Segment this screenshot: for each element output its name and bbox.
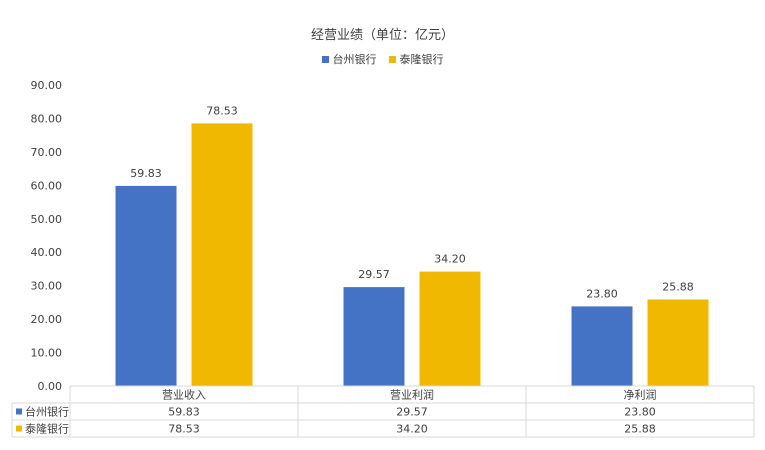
legend-item-series-2: 泰隆银行	[388, 51, 444, 67]
bar-1-1	[115, 185, 177, 386]
legend: 台州银行 泰隆银行	[0, 51, 765, 67]
y-tick-label: 60.00	[31, 179, 63, 192]
y-tick-label: 30.00	[31, 280, 63, 293]
data-label: 59.83	[130, 167, 162, 180]
table-cell: 29.57	[396, 406, 428, 419]
y-tick-label: 20.00	[31, 313, 63, 326]
table-series-label: 泰隆银行	[25, 422, 69, 436]
legend-label-series-2: 泰隆银行	[399, 53, 444, 66]
table-cell: 34.20	[396, 423, 428, 436]
bar-2-1	[191, 123, 253, 386]
data-label: 34.20	[434, 253, 466, 266]
y-tick-label: 50.00	[31, 213, 63, 226]
table-legend-key-1	[16, 408, 22, 415]
y-tick-label: 70.00	[31, 146, 63, 159]
bar-1-3	[571, 306, 633, 386]
data-label: 29.57	[358, 268, 390, 281]
table-legend-key-2	[16, 425, 22, 432]
table-cell: 78.53	[168, 423, 200, 436]
table-cell: 59.83	[168, 406, 200, 419]
data-label: 23.80	[586, 287, 618, 300]
data-label: 25.88	[662, 280, 694, 293]
category-label: 营业利润	[390, 388, 434, 402]
legend-swatch-series-2	[388, 55, 396, 63]
category-label: 净利润	[624, 388, 657, 402]
legend-label-series-1: 台州银行	[332, 53, 377, 66]
bar-2-2	[419, 271, 481, 386]
y-tick-label: 90.00	[31, 79, 63, 92]
table-series-label: 台州银行	[25, 405, 69, 419]
chart-title: 经营业绩（单位：亿元）	[310, 28, 454, 43]
category-label: 营业收入	[162, 388, 206, 402]
y-tick-label: 10.00	[31, 347, 63, 360]
y-tick-label: 80.00	[31, 112, 63, 125]
table-cell: 23.80	[624, 406, 656, 419]
bar-2-3	[647, 299, 709, 386]
bar-1-2	[343, 287, 405, 386]
y-tick-label: 40.00	[31, 246, 63, 259]
data-label: 78.53	[206, 104, 238, 117]
legend-swatch-series-1	[321, 55, 329, 63]
table-cell: 25.88	[624, 423, 656, 436]
legend-item-series-1: 台州银行	[321, 51, 377, 67]
y-tick-label: 0.00	[38, 380, 63, 393]
